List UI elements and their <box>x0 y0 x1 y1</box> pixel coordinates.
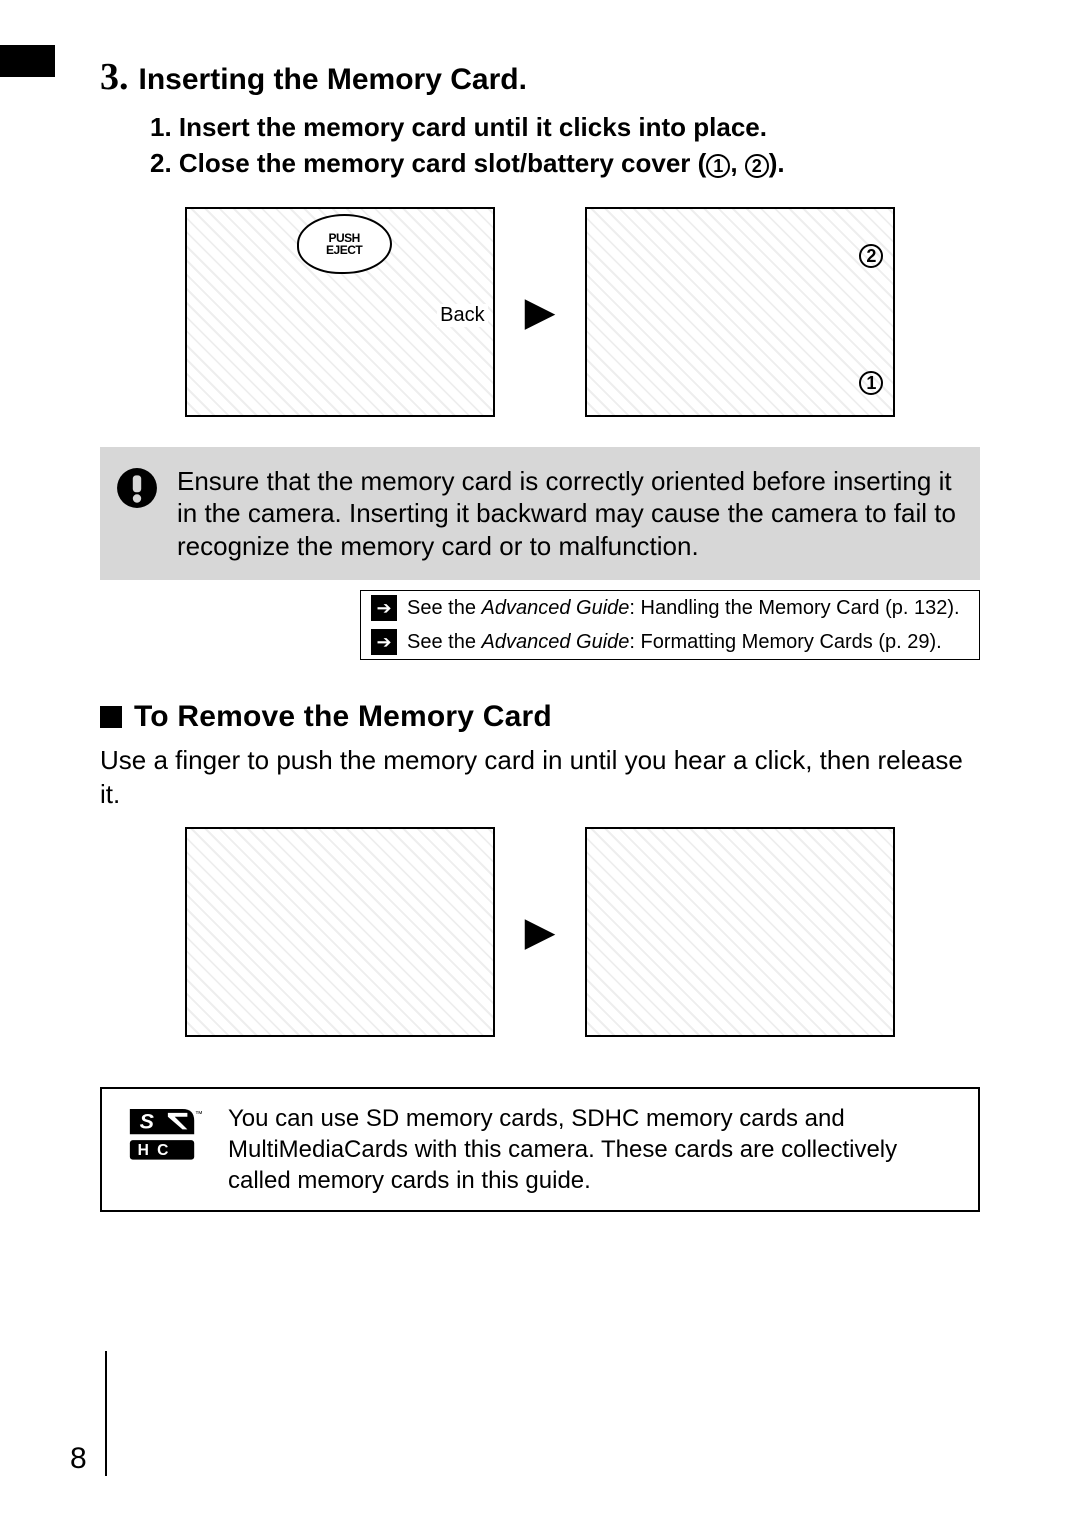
footer-rule <box>105 1351 107 1476</box>
step-number: 3. <box>100 55 129 99</box>
substep-2: 2. Close the memory card slot/battery co… <box>150 145 980 181</box>
remove-body-text: Use a finger to push the memory card in … <box>100 744 980 812</box>
push-label: PUSH <box>328 232 359 244</box>
see-reference-box: ➔ See the Advanced Guide: Handling the M… <box>360 590 980 660</box>
sd-info-text: You can use SD memory cards, SDHC memory… <box>228 1103 962 1197</box>
back-label: Back <box>437 304 487 327</box>
push-eject-bubble: PUSH EJECT <box>297 214 392 274</box>
circled-2-inline: 2 <box>745 154 769 178</box>
step-title: Inserting the Memory Card. <box>139 63 527 97</box>
figure-insert-card: PUSH EJECT Back <box>185 207 495 417</box>
eject-label: EJECT <box>326 244 362 256</box>
figure-push-card <box>185 827 495 1037</box>
see-ref-2-text: See the Advanced Guide: Formatting Memor… <box>407 631 942 654</box>
step-heading: 3. Inserting the Memory Card. <box>100 55 980 99</box>
warning-icon <box>112 465 162 563</box>
svg-text:™: ™ <box>195 1110 202 1119</box>
sequence-arrow-icon: ▶ <box>525 289 556 335</box>
see-ref-2: ➔ See the Advanced Guide: Formatting Mem… <box>361 625 979 659</box>
figure-row-remove: ▶ <box>100 827 980 1037</box>
warning-text: Ensure that the memory card is correctly… <box>177 465 958 563</box>
circled-1-inline: 1 <box>706 154 730 178</box>
remove-section-heading: To Remove the Memory Card <box>100 700 980 734</box>
substep-1: 1. Insert the memory card until it click… <box>150 109 980 145</box>
callout-circle-2: 2 <box>859 244 883 268</box>
svg-text:H C: H C <box>138 1142 171 1159</box>
svg-text:S: S <box>140 1109 155 1133</box>
sdhc-logo-icon: S ™ H C <box>118 1103 208 1162</box>
page-footer: 8 <box>70 1351 107 1476</box>
page-content: 3. Inserting the Memory Card. 1. Insert … <box>100 55 980 1212</box>
page-edge-tab <box>0 45 55 77</box>
square-bullet-icon <box>100 706 122 728</box>
figure-close-cover: 2 1 <box>585 207 895 417</box>
callout-circle-1: 1 <box>859 371 883 395</box>
arrow-right-icon: ➔ <box>371 595 397 621</box>
page-number: 8 <box>70 1442 105 1476</box>
substep-list: 1. Insert the memory card until it click… <box>150 109 980 182</box>
arrow-right-icon: ➔ <box>371 629 397 655</box>
warning-box: Ensure that the memory card is correctly… <box>100 447 980 581</box>
see-ref-1: ➔ See the Advanced Guide: Handling the M… <box>361 591 979 625</box>
see-ref-1-text: See the Advanced Guide: Handling the Mem… <box>407 597 960 620</box>
figure-row-insert: PUSH EJECT Back ▶ 2 1 <box>100 207 980 417</box>
sd-info-box: S ™ H C You can use SD memory cards, SDH… <box>100 1087 980 1213</box>
sequence-arrow-icon: ▶ <box>525 909 556 955</box>
remove-section-title: To Remove the Memory Card <box>134 700 552 734</box>
figure-card-ejected <box>585 827 895 1037</box>
